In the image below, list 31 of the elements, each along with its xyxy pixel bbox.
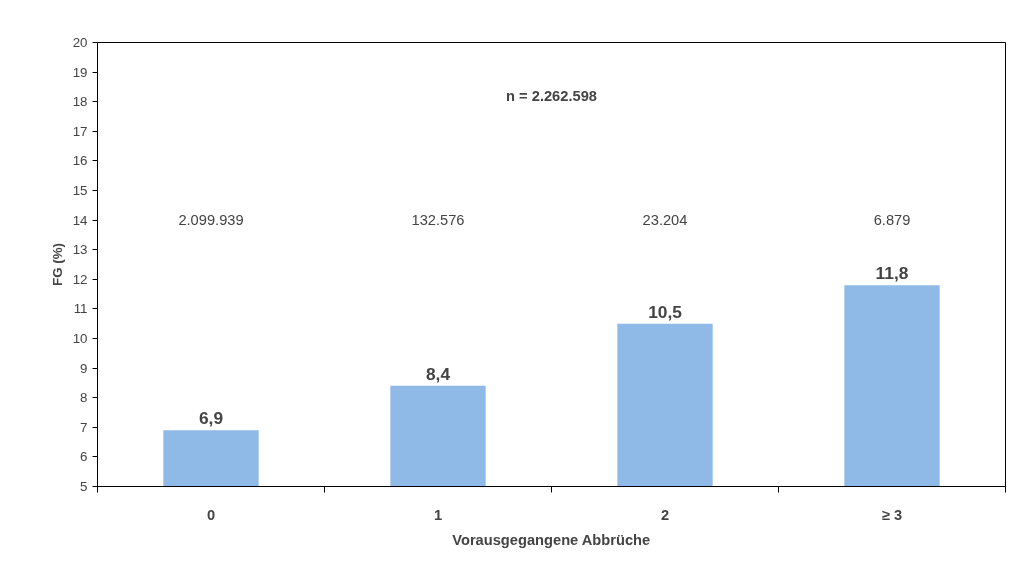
annotation: 132.576 [411, 212, 465, 229]
y-tick-label: 5 [80, 479, 88, 494]
data-label: 6,9 [198, 408, 224, 429]
y-tick-label: 16 [72, 153, 88, 169]
y-tick-label: 12 [72, 271, 88, 287]
annotation: 6.879 [873, 212, 911, 229]
data-label: 11,8 [875, 263, 909, 284]
y-tick-label: 6 [80, 449, 88, 465]
y-tick-label: 17 [72, 123, 88, 139]
y-tick-label: 14 [72, 212, 89, 228]
y-tick-label: 18 [72, 94, 88, 110]
data-label: 8,4 [425, 363, 451, 384]
x-tick-label: ≥ 3 [881, 506, 903, 523]
x-axis-title: Vorausgegangene Abbrüche [452, 531, 651, 548]
y-tick-label: 11 [73, 301, 88, 317]
y-tick-label: 8 [80, 390, 88, 406]
x-tick-label: 1 [433, 506, 443, 523]
annotation: 2.099.939 [178, 212, 244, 229]
y-tick-label: 7 [80, 419, 88, 435]
annotation: 23.204 [642, 212, 688, 229]
y-tick-label: 19 [72, 64, 88, 80]
data-label: 10,5 [648, 301, 683, 322]
annotation: n = 2.262.598 [506, 87, 597, 104]
y-axis-title: FG (%) [49, 243, 65, 286]
y-tick-label: 15 [72, 183, 88, 198]
x-tick-label: 2 [660, 506, 670, 523]
y-tick-label: 10 [72, 331, 88, 346]
y-tick-label: 20 [72, 35, 88, 50]
y-tick-label: 13 [72, 242, 88, 258]
x-tick-label: 0 [206, 506, 216, 523]
y-tick-label: 9 [80, 360, 88, 376]
